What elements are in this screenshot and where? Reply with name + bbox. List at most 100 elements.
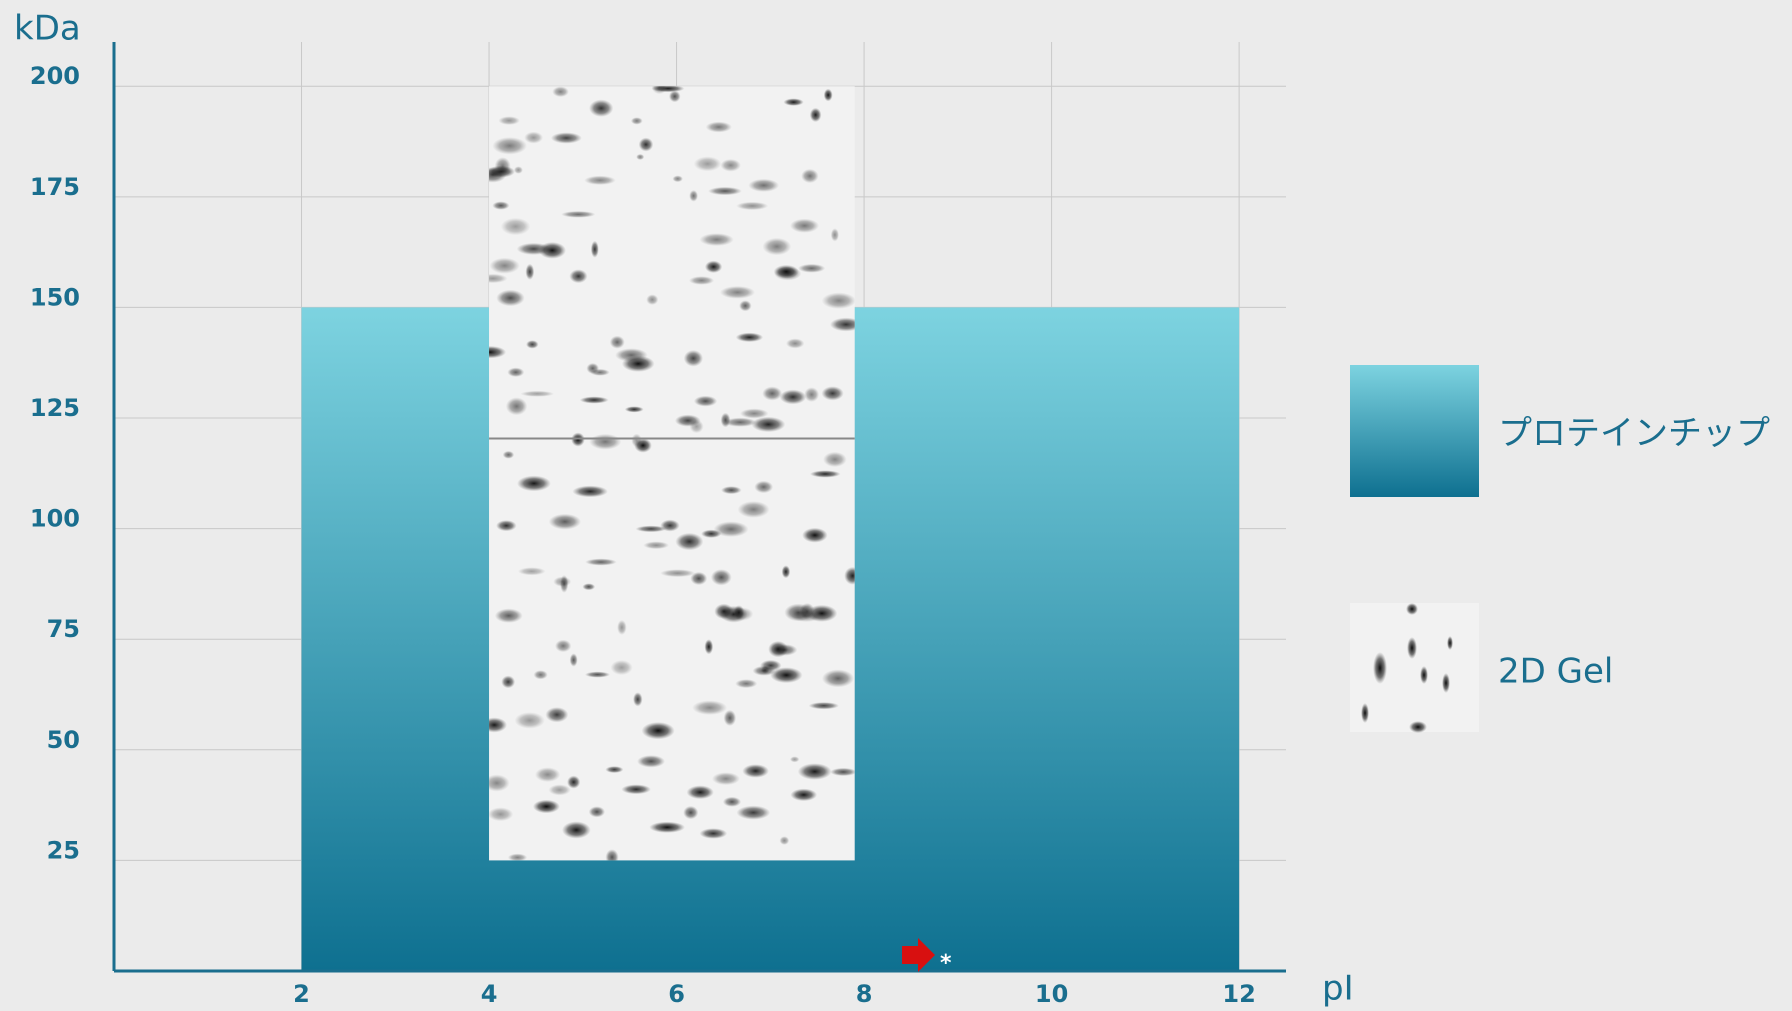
gel-spot [704, 639, 713, 654]
gel-spot [496, 520, 517, 531]
gel-spot [1407, 637, 1417, 659]
gel-spot [639, 138, 654, 152]
gel-spot [652, 80, 668, 94]
y-tick-label: 100 [30, 505, 80, 533]
gel-spot [701, 530, 721, 538]
gel-spot [622, 356, 655, 372]
gel-spot [589, 434, 621, 450]
gel-spot [479, 167, 507, 182]
gel-spot [751, 417, 785, 432]
gel-spot [714, 604, 733, 619]
gel-spot [501, 676, 515, 689]
gel-spot [562, 821, 591, 838]
gel-spot [762, 386, 782, 400]
gel-spot [506, 397, 527, 415]
y-tick-label: 25 [47, 836, 80, 864]
gel-spot [492, 137, 527, 154]
gel-region [489, 86, 855, 860]
gel-spot [823, 452, 847, 467]
gel-spot [495, 609, 523, 623]
gel-spot [786, 338, 804, 348]
gel-spot [610, 336, 625, 349]
gel-spot [589, 806, 605, 817]
gel-spot [525, 264, 534, 280]
gel-spot [742, 764, 769, 778]
gel-spot [1409, 721, 1427, 733]
gel-spot [549, 514, 581, 530]
gel-spot [782, 565, 791, 578]
gel-spot [642, 722, 675, 739]
gel-spot [535, 767, 560, 782]
y-tick-label: 200 [30, 62, 80, 90]
gel-spot [555, 640, 571, 653]
gel-spot [780, 836, 790, 845]
gel-spot [672, 175, 682, 182]
annotation: * [940, 951, 952, 976]
gel-spot [687, 785, 714, 799]
gel-spot [582, 583, 595, 590]
gel-spot [1361, 703, 1369, 723]
gel-spot [515, 712, 545, 729]
x-tick-label: 6 [668, 980, 685, 1008]
gel-spot [762, 238, 791, 255]
gel-spot [508, 854, 527, 862]
gel-spot [810, 108, 822, 122]
gel-spot [822, 669, 854, 687]
x-tick-label: 2 [293, 980, 310, 1008]
gel-spot [526, 340, 539, 349]
gel-spot [692, 700, 727, 715]
gel-spot [498, 116, 519, 125]
gel-spot [631, 117, 643, 124]
gel-spot [503, 451, 515, 459]
gel-spot [802, 528, 827, 543]
gel-spot [625, 406, 644, 412]
gel-spot [774, 265, 799, 279]
gel-spot [804, 387, 819, 402]
x-tick-label: 4 [481, 980, 498, 1008]
gel-spot [694, 156, 722, 171]
gel-spot [810, 470, 841, 477]
gel-spot [720, 286, 755, 299]
gel-spot [552, 86, 569, 97]
gel-spot [634, 438, 652, 452]
y-axis-label: kDa [14, 9, 81, 49]
gel-spot [585, 672, 610, 678]
gel-spot [534, 670, 548, 679]
gel-spot [669, 91, 681, 103]
gel-spot [585, 559, 617, 566]
y-tick-label: 75 [47, 615, 80, 643]
gel-spot [784, 604, 812, 622]
gel-spot [822, 386, 844, 400]
gel-spot [1373, 652, 1387, 684]
gel-spot [633, 692, 642, 706]
gel-spot [801, 169, 818, 183]
gel-spot [501, 218, 531, 235]
gel-spot [478, 274, 507, 283]
gel-spot [571, 432, 585, 446]
gel-spot [737, 806, 771, 820]
gel-spot [489, 258, 519, 274]
gel-spot [488, 807, 513, 821]
gel-spot [636, 526, 667, 533]
gel-spot [684, 350, 703, 367]
gel-spot [646, 294, 658, 305]
y-tick-label: 125 [30, 394, 80, 422]
gel-spot [790, 789, 817, 802]
gel-spot [783, 98, 803, 106]
gel-spot [572, 486, 608, 498]
x-tick-label: 12 [1222, 980, 1255, 1008]
gel-spot [706, 122, 732, 133]
gel-spot [590, 369, 610, 376]
gel-spot [694, 396, 717, 407]
gel-spot [610, 660, 632, 675]
gel-spot [539, 242, 566, 259]
gel-spot [517, 476, 551, 492]
gel-spot [705, 261, 722, 273]
chart: kDa pI プロテインチップ2D Gel2550751001251501752… [0, 0, 1792, 1011]
gel-spot [748, 179, 779, 192]
gel-spot [754, 481, 773, 493]
gel-spot [1406, 603, 1418, 615]
gel-spot [708, 187, 742, 195]
gel-spot [561, 211, 595, 218]
gel-spot [724, 710, 737, 726]
